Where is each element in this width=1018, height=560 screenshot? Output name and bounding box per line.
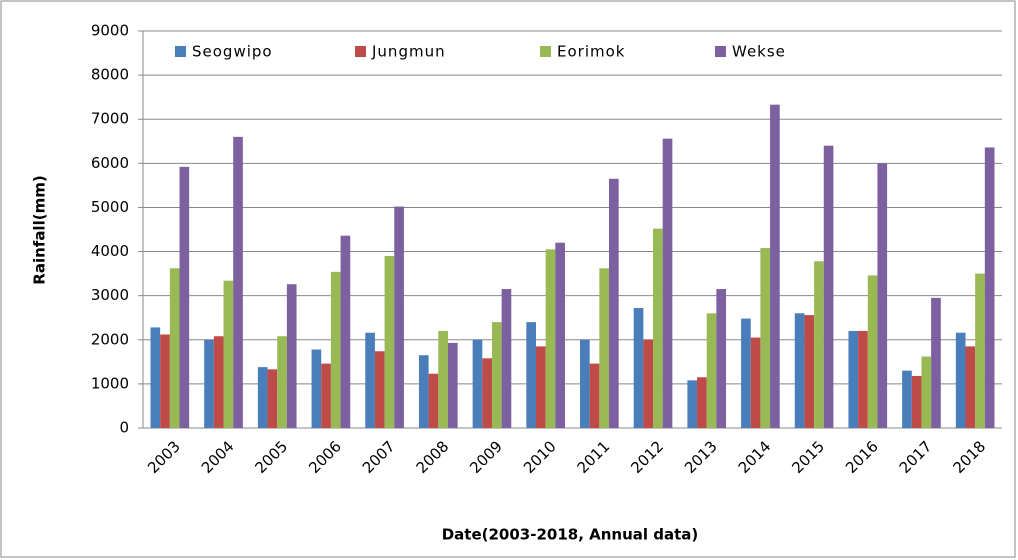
bar (321, 363, 331, 428)
y-tick-label: 6000 (91, 154, 129, 172)
bar (286, 284, 297, 428)
bar (428, 373, 439, 428)
bar (662, 138, 673, 428)
bar (975, 273, 985, 428)
bar (794, 313, 805, 428)
bar (204, 339, 214, 428)
bar (911, 375, 922, 428)
y-tick-label: 3000 (91, 286, 129, 304)
bar (374, 351, 385, 428)
bar (526, 322, 536, 428)
bar (687, 380, 698, 428)
bar (340, 235, 351, 428)
legend-swatch (540, 46, 551, 57)
legend-label: Wekse (732, 43, 786, 61)
y-tick-label: 4000 (91, 242, 129, 260)
bar (233, 136, 243, 428)
bar (804, 315, 815, 428)
bar (179, 166, 190, 428)
bar (653, 228, 663, 428)
y-tick-label: 8000 (91, 66, 129, 84)
bar (438, 330, 448, 428)
bar (418, 355, 429, 428)
bar (877, 163, 888, 429)
y-tick-label: 5000 (91, 198, 129, 216)
legend-swatch (355, 46, 366, 57)
y-tick-label: 0 (119, 419, 129, 437)
bar (706, 313, 717, 428)
bar (716, 289, 727, 428)
bar (589, 363, 600, 428)
bar (150, 327, 161, 428)
bar (984, 147, 995, 428)
bar (770, 104, 780, 428)
bar (535, 346, 546, 428)
bar (394, 206, 404, 428)
bar (580, 339, 590, 428)
bar (741, 318, 751, 428)
bar (555, 242, 565, 428)
bar (965, 346, 976, 428)
bar (447, 342, 458, 428)
legend-label: Eorimok (557, 43, 625, 61)
bar (697, 377, 707, 428)
y-tick-label: 9000 (91, 22, 129, 40)
bar (482, 358, 492, 428)
legend-label: Seogwipo (192, 43, 273, 61)
bar (921, 356, 932, 428)
bar (277, 336, 287, 428)
bar (384, 255, 395, 428)
bar (472, 339, 483, 428)
bar (223, 280, 234, 428)
bar (633, 308, 644, 428)
legend-swatch (175, 46, 186, 57)
y-tick-label: 7000 (91, 110, 129, 128)
bar (931, 297, 941, 428)
y-tick-label: 1000 (91, 374, 129, 392)
bar (501, 289, 512, 428)
bar (955, 332, 966, 428)
bar (169, 268, 180, 428)
bar (213, 336, 224, 428)
bar (823, 145, 834, 428)
bar (760, 248, 771, 428)
bar (848, 330, 859, 428)
bar (643, 339, 654, 428)
bar (311, 349, 322, 428)
bar (599, 268, 610, 428)
y-axis-label: Rainfall(mm) (31, 175, 49, 284)
bar (858, 330, 868, 428)
bar (750, 337, 761, 428)
bar (609, 178, 619, 428)
bar (365, 332, 375, 428)
x-axis-label: Date(2003-2018, Annual data) (442, 526, 699, 544)
bar (867, 275, 878, 428)
bar (545, 249, 556, 428)
bar (330, 271, 341, 428)
bar (160, 334, 170, 428)
bar (267, 369, 278, 428)
bar (257, 367, 268, 428)
y-tick-label: 2000 (91, 330, 129, 348)
bar (902, 370, 912, 428)
bar (814, 261, 824, 428)
bar (491, 322, 502, 428)
legend-label: Jungmun (371, 43, 446, 61)
legend-swatch (715, 46, 726, 57)
